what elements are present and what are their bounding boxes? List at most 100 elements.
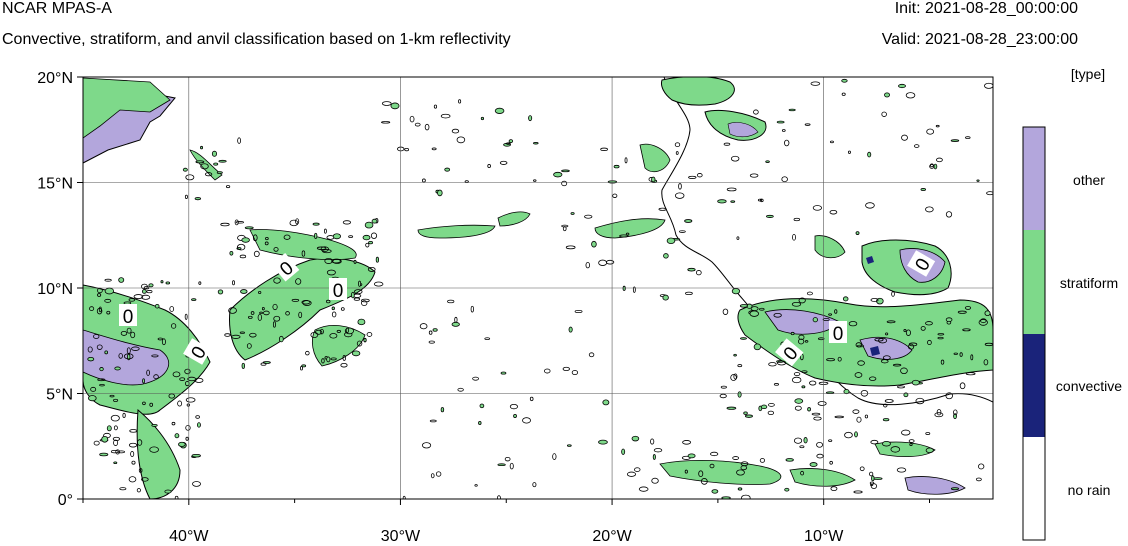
small-cell [249,332,257,338]
small-cell [700,478,708,485]
small-cell [953,409,958,416]
small-cell [854,372,863,378]
small-cell [364,221,374,229]
small-cell [908,342,918,347]
small-cell [130,331,136,339]
small-cell [662,294,669,301]
small-cell [565,245,576,250]
small-cell [428,330,433,335]
small-cell [980,318,987,324]
small-cell [504,456,511,462]
small-cell [784,487,790,492]
small-cell [884,399,894,403]
small-cell [759,458,766,463]
small-cell [184,368,191,375]
small-cell [674,142,681,148]
lat-tick-label: 20°N [37,70,73,87]
small-cell [663,253,669,259]
precip-other-region [727,122,759,138]
small-cell [945,392,953,400]
small-cell [119,487,127,491]
small-cell [874,337,884,342]
small-cell [141,289,147,294]
small-cell [250,311,255,315]
small-cell [869,376,877,381]
small-cell [854,431,858,438]
small-cell [265,236,269,241]
small-cell [146,290,153,294]
small-cell [157,337,163,341]
small-cell [666,237,676,245]
lon-tick-label: 10°W [804,528,844,545]
small-cell [976,179,980,182]
small-cell [360,298,370,303]
lat-tick-label: 0° [58,492,73,509]
small-cell [447,299,455,304]
small-cell [508,139,514,144]
small-cell [323,228,327,234]
small-cell [788,108,796,112]
small-cell [332,233,341,240]
small-cell [965,372,976,376]
small-cell [736,236,740,240]
small-cell [806,291,813,296]
small-cell [812,205,822,211]
small-cell [959,382,966,390]
small-cell [884,92,890,98]
small-cell [864,414,869,419]
small-cell [123,301,132,305]
small-cell [730,200,736,203]
small-cell [773,312,782,318]
small-cell [171,323,177,329]
small-cell [113,461,118,465]
colorbar-other-swatch [1023,127,1045,230]
small-cell [804,123,811,126]
small-cell [88,395,97,402]
small-cell [104,298,112,303]
small-cell [366,332,373,337]
small-cell [533,179,537,182]
small-cell [773,383,780,386]
small-cell [986,191,993,196]
model-title: NCAR MPAS-A [2,0,112,17]
small-cell [837,356,842,362]
small-cell [137,439,143,446]
small-cell [252,234,258,242]
small-cell [353,297,361,301]
small-cell [759,307,765,311]
small-cell [964,306,972,310]
small-cell [900,367,908,375]
small-cell [817,337,825,341]
small-cell [444,167,451,172]
small-cell [812,317,818,323]
small-cell [926,128,935,135]
small-cell [749,173,759,178]
small-cell [859,466,865,472]
small-cell [87,356,95,362]
small-cell [687,453,696,459]
small-cell [185,397,196,403]
small-cell [925,432,931,435]
small-cell [127,353,131,361]
small-cell [945,211,953,218]
small-cell [414,122,421,127]
small-cell [801,370,808,374]
colorbar-label-convective: convective [1055,378,1123,394]
small-cell [983,359,989,366]
small-cell [781,176,788,183]
small-cell [867,151,872,158]
small-cell [898,83,906,89]
small-cell [800,470,805,476]
lat-tick-label: 10°N [37,281,73,298]
small-cell [331,306,335,311]
small-cell [142,378,146,384]
small-cell [726,187,737,192]
small-cell [194,197,202,201]
small-cell [717,199,727,204]
lon-tick-label: 40°W [169,528,209,545]
small-cell [696,173,703,178]
small-cell [218,159,227,163]
small-cell [588,352,595,358]
small-cell [272,321,276,328]
small-cell [260,362,267,366]
